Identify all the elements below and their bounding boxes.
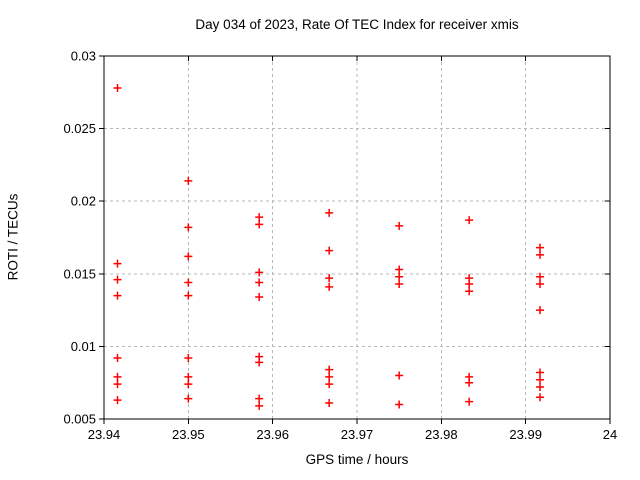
x-axis-label: GPS time / hours bbox=[305, 452, 409, 467]
y-tick-label: 0.03 bbox=[71, 49, 96, 64]
data-point-marker bbox=[184, 380, 193, 389]
data-point-marker bbox=[536, 243, 545, 252]
data-point-marker bbox=[465, 397, 474, 406]
data-point-marker bbox=[325, 399, 334, 408]
data-point-marker bbox=[325, 274, 334, 283]
x-tick-label: 23.95 bbox=[172, 427, 205, 442]
data-point-marker bbox=[395, 221, 404, 230]
x-tick-label: 23.99 bbox=[509, 427, 542, 442]
data-point-marker bbox=[255, 220, 264, 229]
chart-title: Day 034 of 2023, Rate Of TEC Index for r… bbox=[195, 17, 519, 32]
data-point-marker bbox=[465, 378, 474, 387]
y-tick-label: 0.01 bbox=[71, 339, 96, 354]
x-tick-label: 23.94 bbox=[88, 427, 121, 442]
data-point-marker bbox=[184, 278, 193, 287]
x-tick-label: 24 bbox=[603, 427, 617, 442]
data-point-marker bbox=[113, 354, 122, 363]
data-point-marker bbox=[255, 394, 264, 403]
data-point-marker bbox=[465, 216, 474, 225]
data-point-marker bbox=[184, 223, 193, 232]
data-point-marker bbox=[255, 213, 264, 222]
data-point-marker bbox=[255, 401, 264, 410]
data-point-marker bbox=[184, 372, 193, 381]
data-point-marker bbox=[325, 380, 334, 389]
data-point-marker bbox=[113, 259, 122, 268]
data-point-marker bbox=[184, 252, 193, 261]
data-point-marker bbox=[536, 375, 545, 384]
data-point-marker bbox=[325, 246, 334, 255]
data-point-marker bbox=[184, 354, 193, 363]
data-point-marker bbox=[536, 279, 545, 288]
data-point-marker bbox=[255, 268, 264, 277]
data-point-marker bbox=[325, 208, 334, 217]
data-point-marker bbox=[536, 272, 545, 281]
data-point-marker bbox=[536, 306, 545, 315]
data-point-marker bbox=[395, 279, 404, 288]
data-point-marker bbox=[465, 279, 474, 288]
data-point-marker bbox=[395, 272, 404, 281]
data-point-marker bbox=[325, 365, 334, 374]
data-point-marker bbox=[395, 371, 404, 380]
y-tick-label: 0.005 bbox=[63, 412, 96, 427]
data-point-marker bbox=[184, 176, 193, 185]
data-point-marker bbox=[536, 393, 545, 402]
data-point-marker bbox=[536, 368, 545, 377]
data-point-marker bbox=[325, 372, 334, 381]
y-tick-label: 0.02 bbox=[71, 194, 96, 209]
data-point-marker bbox=[395, 400, 404, 409]
data-point-marker bbox=[184, 291, 193, 300]
data-point-marker bbox=[255, 278, 264, 287]
data-point-marker bbox=[184, 394, 193, 403]
data-point-marker bbox=[536, 250, 545, 259]
data-point-marker bbox=[113, 275, 122, 284]
data-point-marker bbox=[113, 291, 122, 300]
data-point-marker bbox=[113, 83, 122, 92]
x-tick-label: 23.98 bbox=[425, 427, 458, 442]
data-point-marker bbox=[113, 380, 122, 389]
data-point-marker bbox=[113, 372, 122, 381]
data-point-marker bbox=[536, 383, 545, 392]
y-tick-label: 0.025 bbox=[63, 121, 96, 136]
y-tick-label: 0.015 bbox=[63, 266, 96, 281]
data-point-marker bbox=[255, 293, 264, 302]
data-point-marker bbox=[325, 282, 334, 291]
data-point-marker bbox=[113, 396, 122, 405]
x-tick-label: 23.97 bbox=[341, 427, 374, 442]
data-point-marker bbox=[395, 265, 404, 274]
data-point-marker bbox=[255, 358, 264, 367]
x-tick-label: 23.96 bbox=[256, 427, 289, 442]
data-point-marker bbox=[465, 287, 474, 296]
